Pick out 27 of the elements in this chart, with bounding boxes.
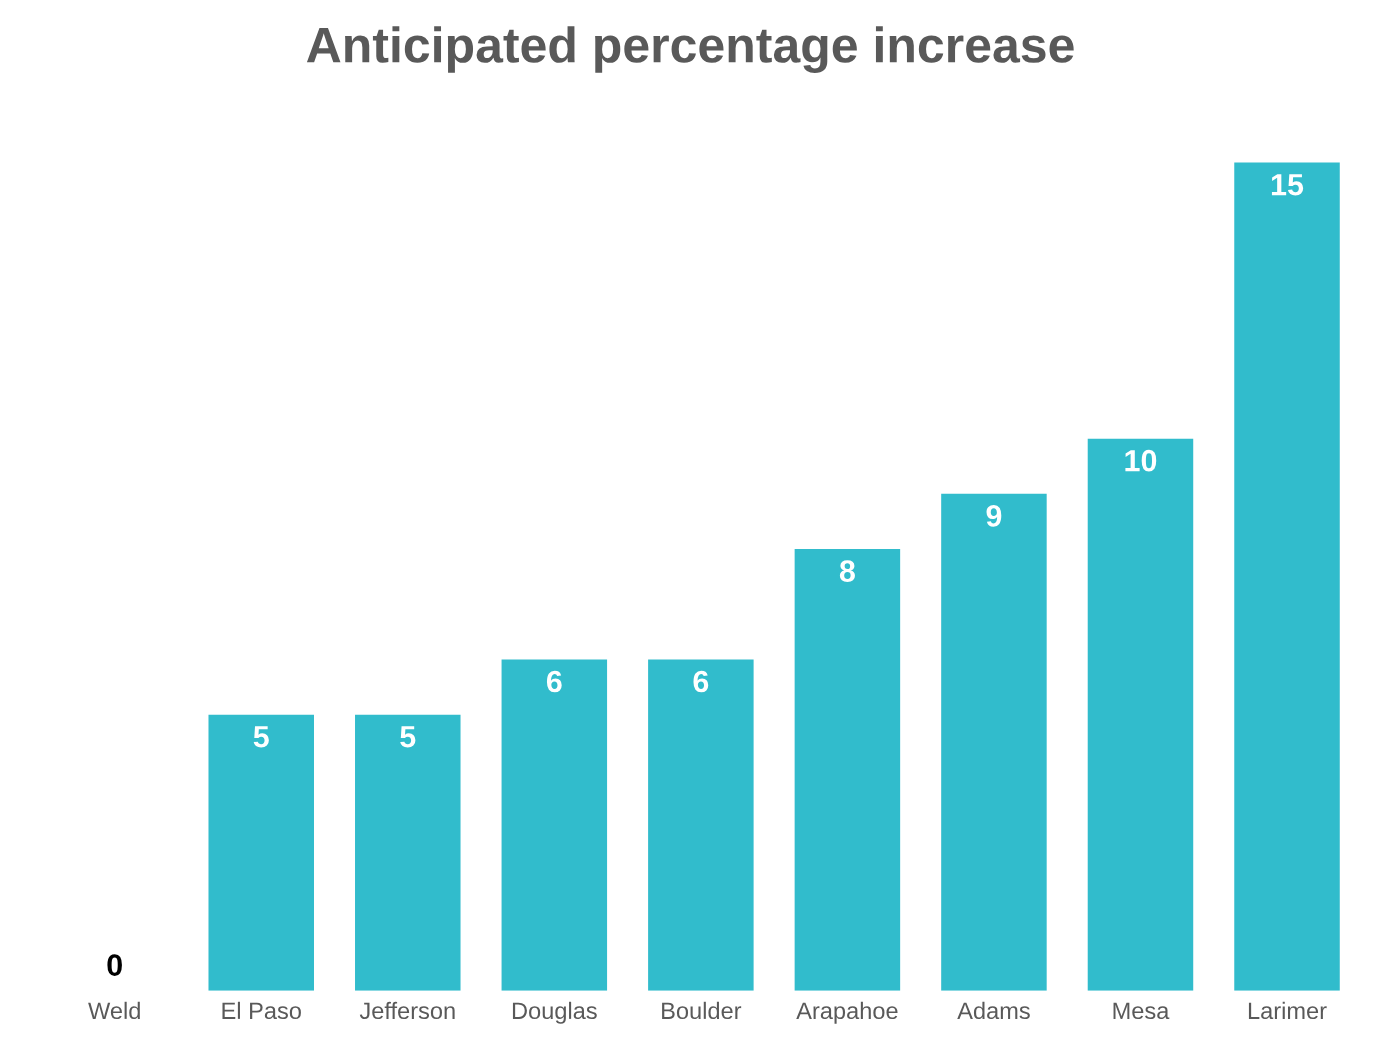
data-label: 6 [546, 670, 562, 693]
x-tick-label: Douglas [512, 1001, 597, 1024]
bar [794, 549, 901, 991]
data-label: 0 [107, 954, 122, 976]
data-label: 6 [693, 670, 709, 693]
data-label: 5 [400, 726, 416, 748]
chart-title: Anticipated percentage increase [306, 26, 1074, 73]
x-tick-label: Jefferson [359, 1001, 455, 1020]
data-label: 8 [839, 560, 855, 582]
data-label: 15 [1271, 174, 1304, 196]
x-tick-label: Larimer [1248, 1001, 1327, 1020]
bar [1234, 162, 1340, 991]
bar [648, 659, 754, 991]
x-tick-label: Boulder [662, 1001, 742, 1020]
bar [501, 659, 608, 991]
x-tick-label: Adams [957, 1001, 1030, 1020]
bar [208, 714, 314, 991]
x-tick-label: El Paso [222, 1001, 301, 1020]
bar [1087, 438, 1194, 991]
data-label: 5 [253, 726, 269, 748]
bar [355, 714, 461, 991]
x-tick-label: Weld [88, 1001, 140, 1020]
x-tick-label: Arapahoe [796, 1001, 898, 1024]
x-tick-label: Mesa [1113, 1002, 1170, 1020]
data-label: 10 [1125, 449, 1157, 472]
data-label: 9 [986, 505, 1002, 527]
bar [941, 493, 1047, 991]
